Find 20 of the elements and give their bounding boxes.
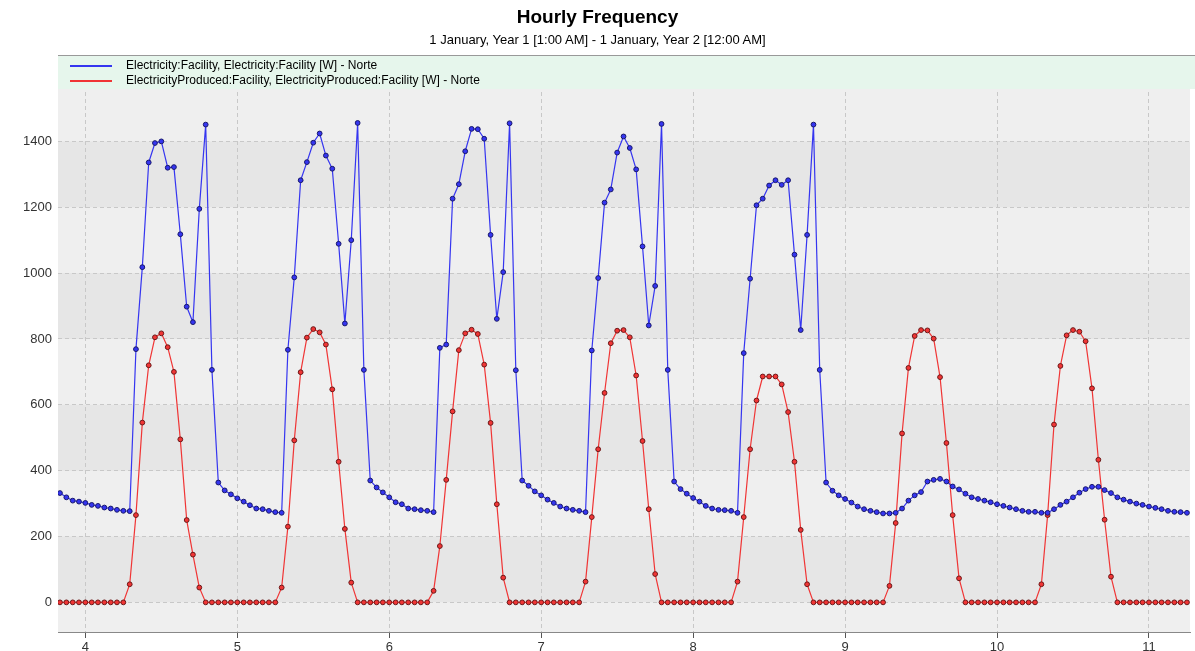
legend-label: ElectricityProduced:Facility, ElectricityProduced:Facility [W] - Norte bbox=[126, 73, 480, 87]
y-tick-label: 1400 bbox=[23, 132, 52, 148]
y-tick-label: 1200 bbox=[23, 198, 52, 214]
chart-subtitle: 1 January, Year 1 [1:00 AM] - 1 January, Year 2 [12:00 AM] bbox=[428, 32, 767, 47]
y-tick-label: 800 bbox=[30, 330, 52, 346]
legend-label: Electricity:Facility, Electricity:Facility [W] - Norte bbox=[126, 58, 378, 72]
x-tick-label: 4 bbox=[81, 639, 89, 651]
y-tick-label: 1000 bbox=[23, 264, 52, 280]
y-tick-label: 600 bbox=[30, 396, 52, 412]
x-tick-label: 10 bbox=[989, 639, 1005, 651]
x-tick-label: 11 bbox=[1142, 639, 1156, 651]
x-tick-label: 8 bbox=[689, 639, 697, 651]
y-tick-label: 400 bbox=[30, 462, 52, 478]
x-tick-label: 7 bbox=[537, 639, 545, 651]
x-tick-label: 5 bbox=[233, 639, 241, 651]
chart-title: Hourly Frequency bbox=[515, 6, 680, 28]
y-tick-label: 0 bbox=[44, 593, 52, 609]
x-tick-label: 9 bbox=[841, 639, 849, 651]
y-tick-label: 200 bbox=[30, 528, 52, 544]
x-tick-label: 6 bbox=[385, 639, 393, 651]
